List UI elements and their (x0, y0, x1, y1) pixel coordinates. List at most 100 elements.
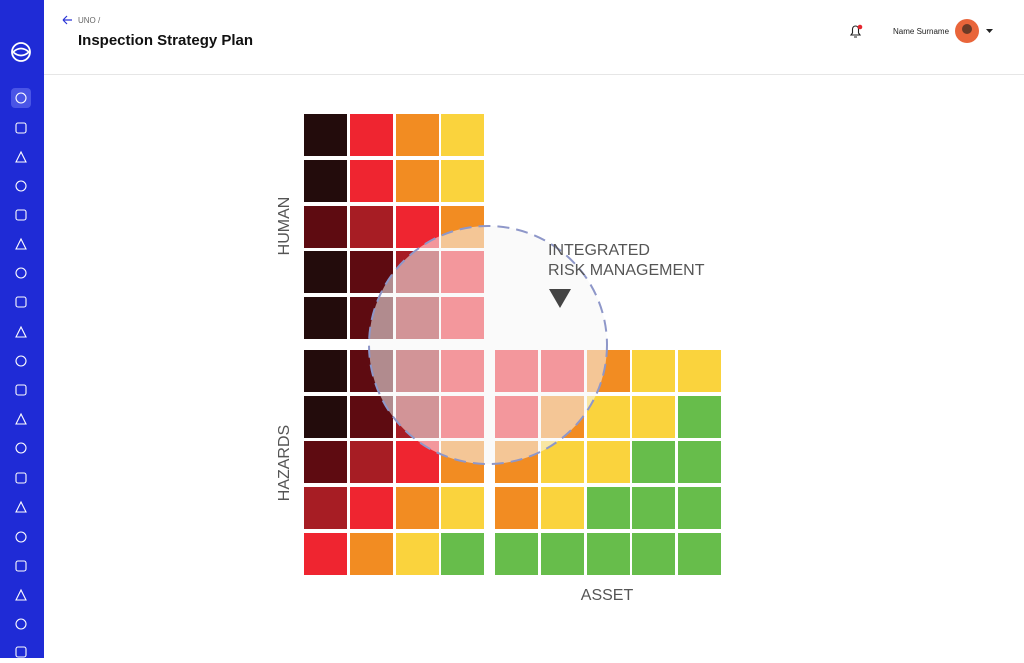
nav-icon[interactable] (15, 646, 27, 658)
risk-cell (304, 487, 347, 529)
icon-shape (15, 472, 27, 484)
icon-shape (15, 500, 27, 513)
icon-shape (15, 618, 27, 630)
down-triangle (549, 289, 571, 308)
nav-icon[interactable] (15, 442, 27, 454)
risk-cell (350, 533, 393, 575)
icon-shape (15, 442, 27, 454)
icon-shape (15, 267, 27, 279)
nav-icon[interactable] (15, 209, 27, 221)
nav-icon[interactable] (15, 92, 27, 104)
user-name[interactable]: Name Surname (893, 27, 950, 36)
overlap-label: INTEGRATED (548, 242, 650, 259)
risk-cell (304, 114, 347, 156)
risk-cell (350, 206, 393, 248)
breadcrumb[interactable]: UNO / (78, 16, 101, 25)
active-nav (11, 88, 31, 108)
risk-cell (495, 487, 538, 529)
nav-icon[interactable] (15, 325, 27, 338)
nav-icon[interactable] (15, 150, 27, 163)
risk-cell (304, 251, 347, 293)
logo[interactable] (11, 42, 31, 62)
bell-icon (849, 25, 862, 38)
risk-cell (350, 487, 393, 529)
risk-cell (350, 441, 393, 483)
risk-cell (678, 441, 721, 483)
header (44, 0, 1024, 74)
nav-icon[interactable] (15, 472, 27, 484)
risk-cell (587, 487, 630, 529)
risk-cell (587, 441, 630, 483)
icon-shape (15, 646, 27, 658)
axis-label: HAZARDS (276, 425, 293, 501)
risk-cell (632, 487, 675, 529)
nav-icon[interactable] (15, 618, 27, 630)
risk-cell (396, 160, 439, 202)
page-title: Inspection Strategy Plan (78, 32, 253, 49)
nav-icons (15, 92, 27, 658)
risk-cell (304, 350, 347, 392)
risk-cell (541, 533, 584, 575)
icon-shape (15, 560, 27, 572)
nav-icon[interactable] (15, 237, 27, 250)
nav-icon[interactable] (15, 296, 27, 308)
axis-label: HUMAN (276, 197, 293, 256)
risk-cell (304, 160, 347, 202)
icon-shape (15, 209, 27, 221)
risk-cell (304, 297, 347, 339)
risk-cell (304, 533, 347, 575)
risk-cell (441, 114, 484, 156)
nav-icon[interactable] (15, 412, 27, 425)
back-arrow[interactable] (62, 15, 72, 25)
icon-shape (15, 384, 27, 396)
dropdown-caret[interactable] (986, 29, 993, 33)
icon-shape (15, 92, 27, 104)
avatar-face (962, 24, 972, 34)
risk-cell (678, 396, 721, 438)
risk-cell (396, 533, 439, 575)
risk-cell (678, 350, 721, 392)
risk-cell (441, 160, 484, 202)
risk-cell (541, 487, 584, 529)
icon-shape (15, 150, 27, 163)
risk-cell (350, 114, 393, 156)
icon-shape (15, 588, 27, 601)
nav-icon[interactable] (15, 500, 27, 513)
risk-cell (632, 533, 675, 575)
risk-cell (396, 487, 439, 529)
icon-shape (15, 122, 27, 134)
risk-cell (304, 396, 347, 438)
icon-shape (15, 325, 27, 338)
risk-cell (350, 160, 393, 202)
risk-cell (587, 533, 630, 575)
risk-cell (632, 441, 675, 483)
risk-cell (304, 206, 347, 248)
risk-cell (632, 396, 675, 438)
nav-icon[interactable] (15, 355, 27, 367)
risk-cell (396, 114, 439, 156)
risk-cell (495, 533, 538, 575)
nav-icon[interactable] (15, 588, 27, 601)
nav-icon[interactable] (15, 531, 27, 543)
badge (857, 24, 863, 30)
axis-label: ASSET (581, 587, 634, 604)
icon-shape (15, 296, 27, 308)
icon-shape (15, 180, 27, 192)
nav-icon[interactable] (15, 122, 27, 134)
risk-cell (304, 441, 347, 483)
risk-cell (678, 487, 721, 529)
risk-cell (441, 487, 484, 529)
notifications[interactable] (849, 24, 863, 38)
risk-cell (587, 396, 630, 438)
nav-icon[interactable] (15, 267, 27, 279)
icon-shape (15, 237, 27, 250)
risk-cell (632, 350, 675, 392)
risk-cell (678, 533, 721, 575)
nav-icon[interactable] (15, 384, 27, 396)
icon-shape (15, 412, 27, 425)
nav-icon[interactable] (15, 560, 27, 572)
icon-shape (15, 531, 27, 543)
overlap-circle (368, 225, 608, 465)
nav-icon[interactable] (15, 180, 27, 192)
